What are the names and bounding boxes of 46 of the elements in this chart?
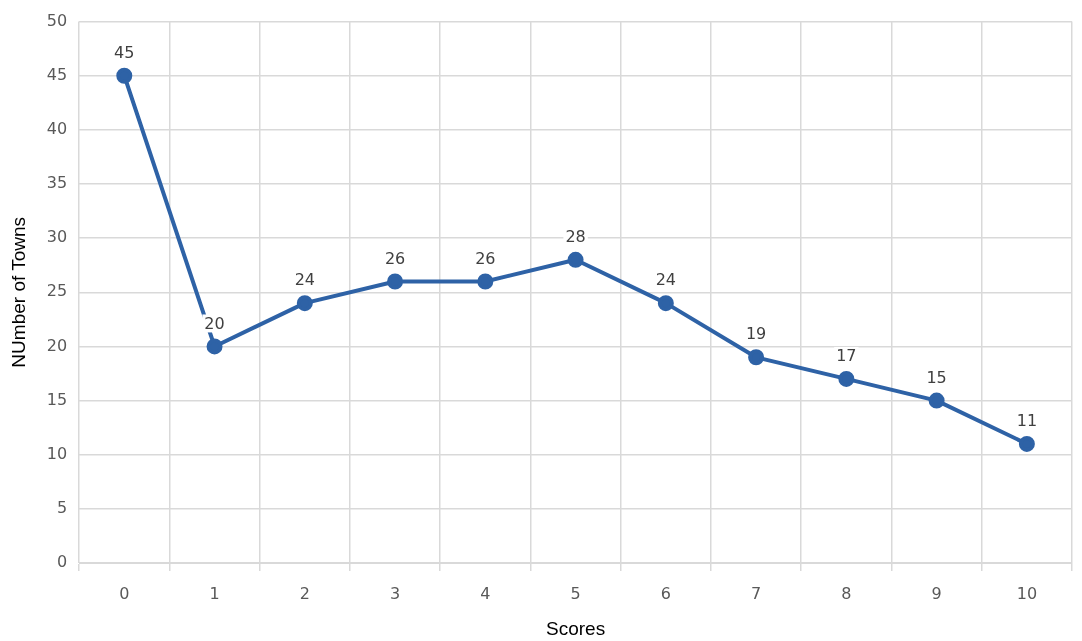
y-tick-label: 5 [56, 498, 68, 518]
point [748, 349, 765, 366]
data-label: 24 [294, 270, 315, 290]
data-label: 28 [565, 226, 586, 246]
y-tick-label: 15 [46, 389, 68, 409]
x-tick-label: 9 [931, 583, 942, 603]
x-tick-label: 8 [841, 583, 852, 603]
data-label: 26 [384, 248, 406, 268]
data-label: 11 [1016, 411, 1038, 431]
x-tick-label: 6 [660, 583, 671, 603]
point [206, 338, 223, 355]
x-tick-label: 0 [119, 583, 130, 603]
x-tick-label: 5 [570, 583, 581, 603]
data-label: 15 [926, 367, 947, 387]
data-label: 19 [745, 324, 767, 344]
x-tick-label: 3 [389, 583, 401, 603]
point [1018, 435, 1035, 452]
x-tick-label: 7 [751, 583, 762, 603]
y-tick-label: 10 [46, 443, 68, 463]
y-tick-label: 0 [56, 552, 68, 572]
point [116, 67, 133, 84]
point [928, 392, 945, 409]
y-tick-label: 50 [46, 10, 68, 30]
point [477, 273, 494, 290]
y-tick-label: 45 [46, 64, 68, 84]
y-tick-label: 40 [46, 119, 68, 139]
point [387, 273, 404, 290]
x-axis-title: Scores [546, 617, 606, 639]
data-label: 26 [475, 248, 496, 268]
y-tick-label: 20 [46, 335, 68, 355]
data-label: 17 [836, 346, 857, 366]
point [657, 295, 674, 312]
point [567, 251, 584, 268]
data-label: 24 [655, 270, 677, 290]
data-label: 20 [204, 313, 225, 333]
x-tick-label: 1 [209, 583, 220, 603]
x-tick-label: 4 [480, 583, 491, 603]
x-tick-label: 2 [299, 583, 310, 603]
x-tick-label: 10 [1016, 583, 1038, 603]
y-tick-label: 30 [46, 227, 68, 247]
data-label: 45 [114, 42, 135, 62]
y-tick-label: 35 [46, 173, 68, 193]
y-tick-label: 25 [46, 281, 68, 301]
y-axis-title: NUmber of Towns [7, 216, 29, 368]
point [296, 295, 313, 312]
point [838, 370, 855, 387]
